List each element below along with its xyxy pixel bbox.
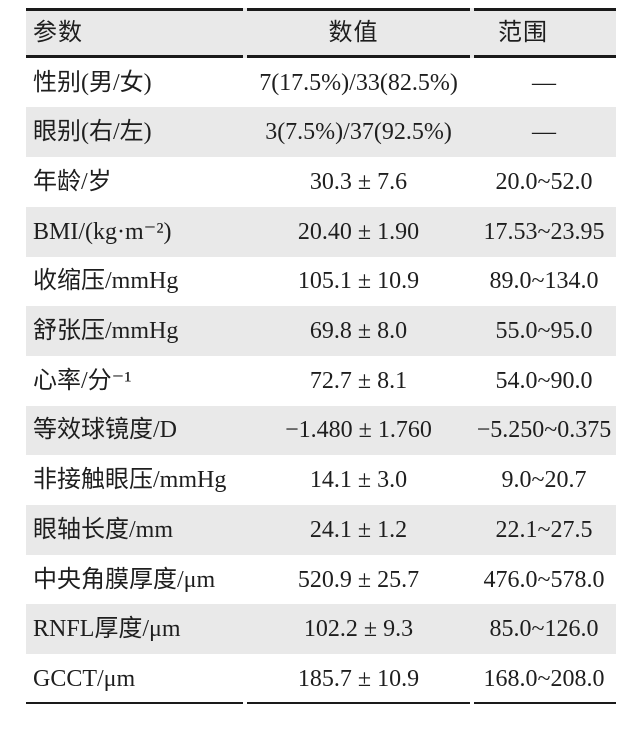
table-row: 性别(男/女) 7(17.5%)/33(82.5%) — <box>26 58 616 108</box>
table-row: 眼别(右/左) 3(7.5%)/37(92.5%) — <box>26 107 616 158</box>
header-range-label: 范围 <box>498 19 548 46</box>
param-cell: 年龄/岁 <box>33 168 112 195</box>
table-row: 眼轴长度/mm 24.1 ± 1.2 22.1~27.5 <box>26 505 616 555</box>
range-cell: 9.0~20.7 <box>501 467 587 494</box>
table-header-rule <box>26 55 616 58</box>
range-cell: 168.0~208.0 <box>483 665 605 692</box>
value-cell: 69.8 ± 8.0 <box>309 318 408 345</box>
param-cell: 非接触眼压/mmHg <box>33 467 227 494</box>
table-header-row: 参数 数值 范围 <box>26 8 616 58</box>
header-cell-value: 数值 <box>245 21 472 45</box>
param-cell: 收缩压/mmHg <box>33 268 179 295</box>
table-row: RNFL厚度/μm 102.2 ± 9.3 85.0~126.0 <box>26 604 616 655</box>
param-cell: GCCT/μm <box>33 665 136 692</box>
table-row: 年龄/岁 30.3 ± 7.6 20.0~52.0 <box>26 157 616 207</box>
value-cell: −1.480 ± 1.760 <box>285 417 432 444</box>
param-cell: 等效球镜度/D <box>33 417 177 444</box>
value-cell: 24.1 ± 1.2 <box>309 516 408 543</box>
value-cell: 14.1 ± 3.0 <box>309 467 408 494</box>
table-row: 非接触眼压/mmHg 14.1 ± 3.0 9.0~20.7 <box>26 455 616 505</box>
table-row: 中央角膜厚度/μm 520.9 ± 25.7 476.0~578.0 <box>26 555 616 605</box>
value-cell: 520.9 ± 25.7 <box>297 566 420 593</box>
param-cell: 中央角膜厚度/μm <box>33 566 216 593</box>
header-cell-param: 参数 <box>33 19 83 46</box>
param-cell: 心率/分⁻¹ <box>33 367 132 394</box>
param-cell: 舒张压/mmHg <box>33 318 179 345</box>
table-row: 等效球镜度/D −1.480 ± 1.760 −5.250~0.375 <box>26 405 616 456</box>
param-cell: 性别(男/女) <box>33 69 152 96</box>
value-cell: 7(17.5%)/33(82.5%) <box>259 69 458 96</box>
range-cell: 476.0~578.0 <box>483 566 605 593</box>
range-cell: 85.0~126.0 <box>489 616 599 643</box>
param-cell: BMI/(kg·m⁻²) <box>33 218 172 245</box>
range-cell: — <box>532 119 556 146</box>
table-row: GCCT/μm 185.7 ± 10.9 168.0~208.0 <box>26 654 616 704</box>
param-cell: 眼轴长度/mm <box>33 516 174 543</box>
stats-table: 参数 数值 范围 性别(男/女) 7(17.5%)/33(82.5%) — 眼别… <box>26 8 616 704</box>
table-bottom-rule <box>26 701 616 704</box>
param-cell: 眼别(右/左) <box>33 119 152 146</box>
param-cell: RNFL厚度/μm <box>33 616 181 643</box>
range-cell: 55.0~95.0 <box>495 318 593 345</box>
header-cell-range: 范围 <box>472 21 616 45</box>
table-row: 舒张压/mmHg 69.8 ± 8.0 55.0~95.0 <box>26 306 616 356</box>
value-cell: 185.7 ± 10.9 <box>297 665 420 692</box>
value-cell: 3(7.5%)/37(92.5%) <box>265 119 452 146</box>
table-row: 心率/分⁻¹ 72.7 ± 8.1 54.0~90.0 <box>26 356 616 406</box>
range-cell: 22.1~27.5 <box>495 516 593 543</box>
range-cell: — <box>532 69 556 96</box>
table-row: BMI/(kg·m⁻²) 20.40 ± 1.90 17.53~23.95 <box>26 206 616 257</box>
range-cell: −5.250~0.375 <box>476 417 612 444</box>
range-cell: 17.53~23.95 <box>483 218 605 245</box>
value-cell: 72.7 ± 8.1 <box>309 367 408 394</box>
range-cell: 20.0~52.0 <box>495 168 593 195</box>
table-row: 收缩压/mmHg 105.1 ± 10.9 89.0~134.0 <box>26 257 616 307</box>
value-cell: 105.1 ± 10.9 <box>297 268 420 295</box>
range-cell: 89.0~134.0 <box>489 268 599 295</box>
range-cell: 54.0~90.0 <box>495 367 593 394</box>
value-cell: 102.2 ± 9.3 <box>303 616 414 643</box>
value-cell: 30.3 ± 7.6 <box>309 168 408 195</box>
table-top-rule <box>26 8 616 11</box>
value-cell: 20.40 ± 1.90 <box>297 218 420 245</box>
header-value-label: 数值 <box>328 19 379 46</box>
